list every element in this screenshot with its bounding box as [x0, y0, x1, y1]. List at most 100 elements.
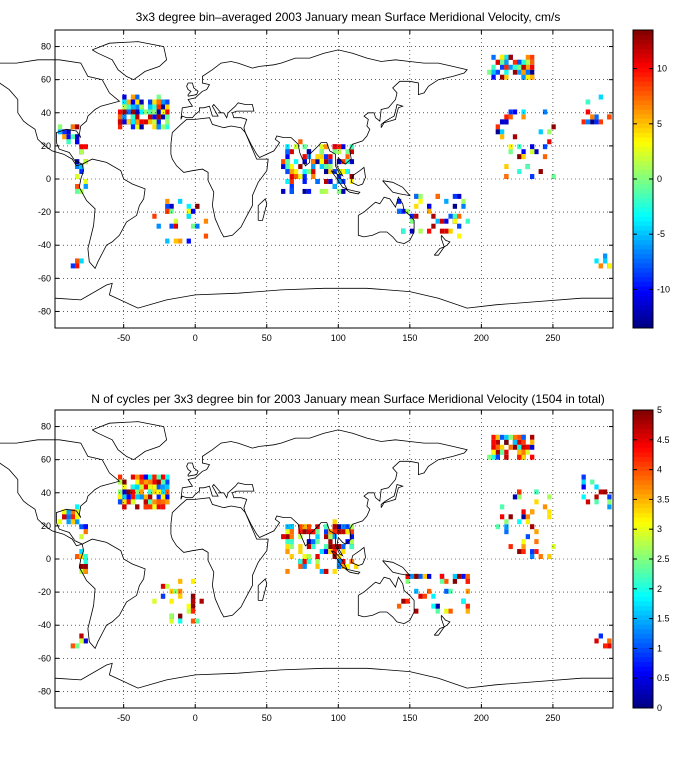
data-bin — [328, 549, 333, 555]
data-bin — [298, 559, 303, 564]
data-bin — [122, 119, 127, 125]
data-bin — [160, 474, 166, 480]
data-bin — [530, 54, 535, 60]
data-bin — [66, 509, 71, 515]
data-bin — [315, 539, 320, 545]
colorbar-segment — [633, 512, 653, 518]
data-bin — [581, 479, 586, 485]
data-bin — [130, 109, 136, 115]
data-bin — [165, 119, 170, 125]
colorbar-segment — [633, 220, 653, 227]
data-bin — [512, 494, 518, 500]
data-bin — [178, 198, 183, 204]
data-bin — [530, 434, 535, 440]
data-bin — [323, 169, 329, 175]
data-bin — [349, 149, 355, 155]
data-bin — [581, 474, 586, 480]
coastline — [91, 41, 168, 81]
coastline — [0, 439, 121, 547]
panel-2: -50 0 50 100 150 200 250-80-60-40-200204060800… — [0, 405, 670, 723]
data-bin — [117, 474, 123, 480]
data-bin — [341, 144, 346, 150]
data-bin — [512, 434, 518, 440]
coastline — [357, 196, 415, 245]
data-bin — [444, 588, 449, 594]
colorbar-segment — [633, 461, 653, 467]
data-bin — [542, 154, 548, 160]
colorbar-segment — [633, 614, 653, 621]
colorbar-segment — [633, 698, 653, 704]
data-bin — [165, 114, 170, 120]
data-bin — [341, 524, 346, 530]
data-bin — [525, 69, 531, 75]
data-bin — [79, 169, 84, 175]
data-bin — [607, 499, 612, 505]
y-tick-label: -20 — [38, 587, 51, 597]
data-bin — [499, 129, 505, 135]
data-bin — [148, 104, 153, 110]
data-bin — [152, 484, 157, 490]
data-bins — [57, 54, 612, 269]
x-tick-label: 50 — [262, 713, 272, 723]
colorbar-segment — [633, 540, 653, 546]
data-bin — [332, 544, 337, 550]
coastline — [350, 546, 366, 567]
data-bin — [160, 479, 166, 485]
data-bin — [319, 164, 324, 170]
x-tick-label: 0 — [193, 713, 198, 723]
data-bin — [57, 519, 63, 525]
data-bin — [530, 174, 535, 179]
data-bin — [530, 509, 535, 515]
data-bin — [602, 643, 608, 649]
data-bin — [457, 193, 462, 199]
data-bin — [285, 179, 290, 184]
data-bin — [414, 588, 419, 594]
data-bin — [83, 183, 88, 189]
y-tick-label: 60 — [41, 75, 51, 85]
colorbar-segment — [633, 206, 653, 213]
data-bin — [594, 638, 599, 644]
data-bin — [495, 524, 500, 530]
data-bin — [465, 608, 470, 614]
data-bin — [345, 149, 350, 155]
data-bin — [152, 504, 157, 510]
x-tick-label: 50 — [262, 333, 272, 343]
coastline — [345, 568, 361, 575]
data-bin — [530, 554, 535, 559]
data-bin — [62, 514, 67, 520]
data-bin — [143, 109, 148, 115]
data-bin — [495, 454, 500, 460]
data-bin — [306, 149, 312, 155]
data-bin — [332, 568, 337, 574]
data-bin — [508, 114, 513, 120]
data-bin — [465, 588, 470, 594]
data-bin — [607, 494, 612, 500]
data-bin — [547, 509, 552, 515]
data-bin — [289, 529, 294, 535]
data-bin — [178, 238, 183, 244]
data-bin — [435, 603, 440, 609]
colorbar-segment — [633, 234, 653, 241]
colorbar-tick-label: 5 — [657, 405, 662, 415]
data-bin — [495, 59, 500, 65]
data-bin — [319, 568, 324, 574]
data-bin — [444, 218, 449, 224]
data-bin — [190, 593, 196, 599]
data-bin — [345, 539, 350, 545]
data-bin — [530, 549, 535, 555]
colorbar-segment — [633, 694, 653, 700]
data-bin — [165, 494, 170, 500]
data-bin — [306, 529, 312, 535]
data-bin — [521, 434, 526, 440]
data-bin — [345, 524, 350, 530]
data-bin — [349, 159, 355, 165]
data-bin — [504, 434, 509, 440]
data-bin — [525, 59, 531, 65]
chart-title-cycles: N of cycles per 3x3 degree bin for 2003 … — [91, 392, 605, 406]
data-bin — [349, 524, 355, 530]
data-bin — [409, 213, 415, 219]
data-bin — [508, 144, 513, 150]
data-bin — [293, 159, 299, 165]
data-bin — [521, 69, 526, 75]
data-bin — [79, 633, 84, 639]
